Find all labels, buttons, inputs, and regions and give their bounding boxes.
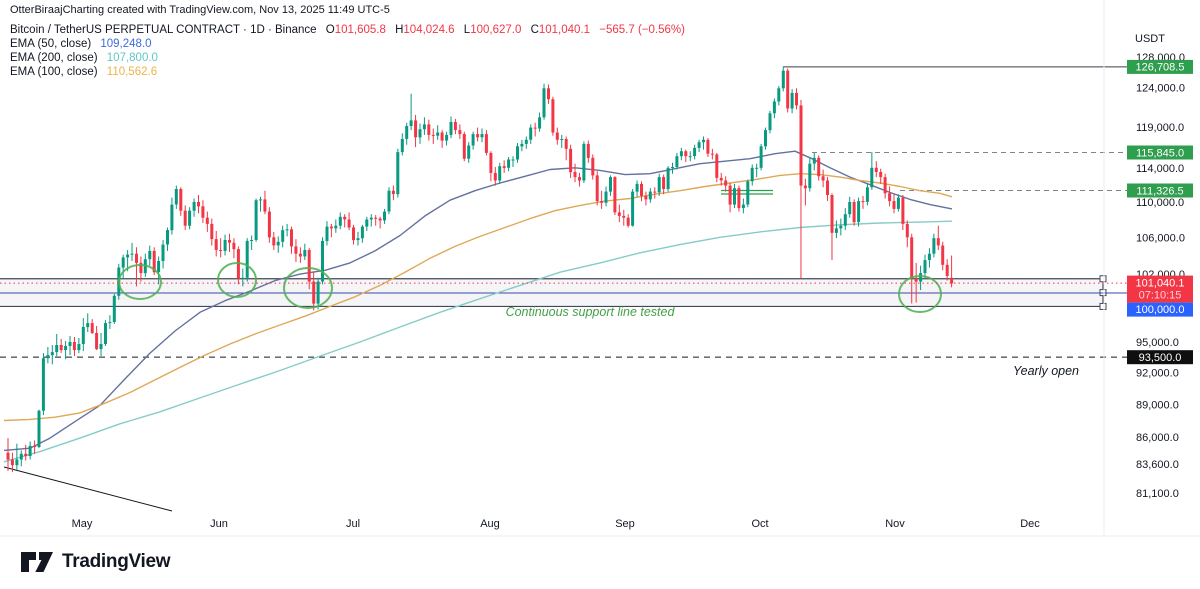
symbol-title[interactable]: Bitcoin / TetherUS PERPETUAL CONTRACT · … — [10, 24, 317, 36]
support-test-circle-2[interactable] — [217, 262, 257, 298]
svg-text:95,000.0: 95,000.0 — [1136, 337, 1179, 349]
support-test-circle-1[interactable] — [118, 264, 162, 300]
indicator-row-ema50[interactable]: EMA (50, close) 109,248.0 — [10, 38, 152, 50]
tradingview-logo[interactable]: TradingView — [20, 549, 171, 575]
svg-text:126,708.5: 126,708.5 — [1136, 62, 1185, 74]
time-axis[interactable]: May Jun Jul Aug Sep Oct Nov Dec — [72, 518, 1041, 530]
tradingview-logo-icon — [21, 552, 53, 572]
ema100-line[interactable] — [3, 172, 953, 422]
legend: Bitcoin / TetherUS PERPETUAL CONTRACT · … — [10, 23, 685, 79]
ohlc-low: L100,627.0 — [463, 24, 522, 36]
svg-text:86,000.0: 86,000.0 — [1136, 432, 1179, 444]
indicator-row-ema200[interactable]: EMA (200, close) 107,800.0 — [10, 52, 158, 64]
ohlc-open: O101,605.8 — [325, 24, 386, 36]
svg-text:Jun: Jun — [210, 518, 228, 530]
symbol-row[interactable]: Bitcoin / TetherUS PERPETUAL CONTRACT · … — [10, 23, 685, 37]
current-price-badge: 101,040.1 07:10:15 — [1127, 275, 1193, 303]
level-badge-2 — [1127, 183, 1193, 198]
svg-text:100,000.0: 100,000.0 — [1136, 304, 1185, 316]
svg-text:83,600.0: 83,600.0 — [1136, 459, 1179, 471]
svg-text:128,000.0: 128,000.0 — [1136, 52, 1185, 64]
yearly-open-badge — [1127, 350, 1193, 365]
attribution-text: OtterBiraajCharting created with Trading… — [10, 4, 390, 16]
ohlc-high: H104,024.6 — [395, 24, 455, 36]
svg-text:Dec: Dec — [1020, 518, 1040, 530]
svg-text:May: May — [72, 518, 93, 530]
svg-text:Nov: Nov — [885, 518, 905, 530]
svg-text:124,000.0: 124,000.0 — [1136, 83, 1185, 95]
trendline[interactable] — [3, 466, 173, 512]
svg-text:119,000.0: 119,000.0 — [1136, 122, 1184, 134]
ema200-value: 107,800.0 — [106, 52, 158, 64]
axis-currency: USDT — [1135, 33, 1165, 45]
svg-text:101,040.1: 101,040.1 — [1136, 278, 1185, 290]
indicator-row-ema100[interactable]: EMA (100, close) 110,562.6 — [10, 66, 158, 78]
yearly-open-label: Yearly open — [1013, 364, 1079, 378]
svg-text:89,000.0: 89,000.0 — [1136, 399, 1179, 411]
ema50-value: 109,248.0 — [100, 38, 152, 50]
svg-text:Oct: Oct — [751, 518, 768, 530]
svg-text:Aug: Aug — [480, 518, 500, 530]
round-level-badge: 100,000.0 — [1127, 302, 1193, 317]
price-change: −565.7 (−0.56%) — [599, 24, 685, 36]
ohlc-close: C101,040.1 — [530, 24, 591, 36]
level-badge-1 — [1127, 145, 1193, 160]
ema200-line[interactable] — [3, 220, 953, 463]
svg-text:114,000.0: 114,000.0 — [1136, 163, 1184, 175]
support-test-circle-3[interactable] — [283, 267, 333, 309]
support-note: Continuous support line tested — [506, 305, 676, 319]
ema100-value: 110,562.6 — [106, 66, 158, 78]
tradingview-logo-text: TradingView — [62, 551, 171, 572]
svg-text:111,326.5: 111,326.5 — [1136, 185, 1183, 197]
svg-text:Sep: Sep — [615, 518, 635, 530]
chart-header: OtterBiraajCharting created with Trading… — [10, 4, 685, 79]
svg-text:92,000.0: 92,000.0 — [1136, 368, 1179, 380]
svg-text:81,100.0: 81,100.0 — [1136, 488, 1179, 500]
svg-text:115,845.0: 115,845.0 — [1136, 147, 1184, 159]
svg-text:Jul: Jul — [346, 518, 360, 530]
svg-text:110,000.0: 110,000.0 — [1136, 197, 1184, 209]
candlestick-series[interactable] — [6, 67, 954, 473]
level-badge-0 — [1127, 59, 1193, 74]
bar-countdown: 07:10:15 — [1139, 290, 1182, 302]
svg-text:106,000.0: 106,000.0 — [1136, 232, 1185, 244]
svg-text:93,500.0: 93,500.0 — [1139, 352, 1182, 364]
price-axis[interactable]: USDT 128,000.0 124,000.0 119,000.0 114,000.0… — [1135, 33, 1185, 500]
support-test-circle-4[interactable] — [898, 275, 942, 313]
